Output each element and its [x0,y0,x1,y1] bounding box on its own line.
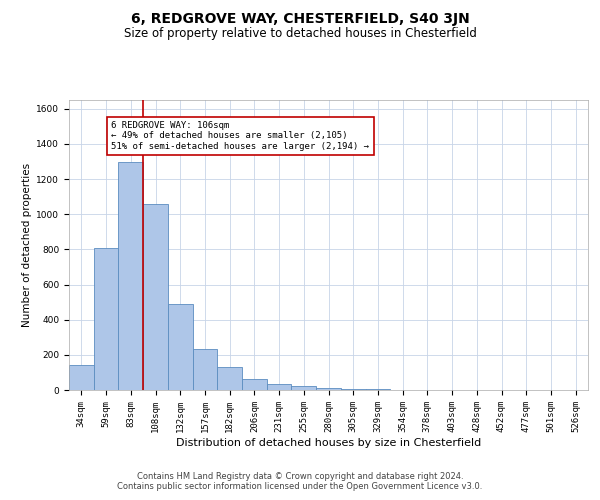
Y-axis label: Number of detached properties: Number of detached properties [22,163,32,327]
Bar [242,378,267,390]
Text: Contains HM Land Registry data © Crown copyright and database right 2024.: Contains HM Land Registry data © Crown c… [137,472,463,481]
Text: 6, REDGROVE WAY, CHESTERFIELD, S40 3JN: 6, REDGROVE WAY, CHESTERFIELD, S40 3JN [131,12,469,26]
Bar [316,388,341,390]
Bar [94,248,118,390]
Bar [341,389,365,390]
Bar [118,162,143,390]
Text: Size of property relative to detached houses in Chesterfield: Size of property relative to detached ho… [124,28,476,40]
Bar [217,367,242,390]
Bar [267,384,292,390]
X-axis label: Distribution of detached houses by size in Chesterfield: Distribution of detached houses by size … [176,438,481,448]
Bar [193,348,217,390]
Bar [292,386,316,390]
Bar [69,366,94,390]
Bar [143,204,168,390]
Text: 6 REDGROVE WAY: 106sqm
← 49% of detached houses are smaller (2,105)
51% of semi-: 6 REDGROVE WAY: 106sqm ← 49% of detached… [111,121,369,151]
Text: Contains public sector information licensed under the Open Government Licence v3: Contains public sector information licen… [118,482,482,491]
Bar [168,304,193,390]
